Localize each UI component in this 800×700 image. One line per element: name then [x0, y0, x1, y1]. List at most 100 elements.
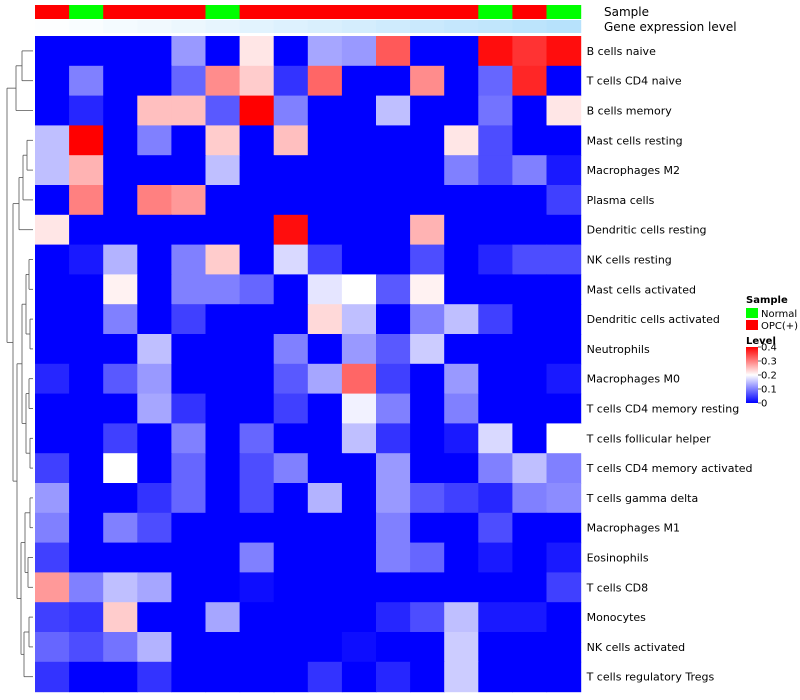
- row-label: Mast cells activated: [587, 283, 696, 296]
- heatmap-cell: [137, 393, 172, 424]
- heatmap-cell: [341, 483, 377, 514]
- heatmap-cell: [103, 155, 138, 186]
- heatmap-cell: [69, 572, 104, 603]
- legend-level-ticks: 0.4 0.3 0.2 0.1 0: [758, 343, 777, 410]
- heatmap-cell: [307, 244, 343, 275]
- heatmap-cell: [546, 65, 582, 97]
- heatmap-cell: [546, 453, 582, 484]
- heatmap-cell: [341, 334, 377, 365]
- heatmap-cell: [546, 572, 582, 603]
- heatmap-cell: [239, 95, 275, 126]
- heatmap-cell: [478, 393, 513, 424]
- heatmap-cell: [410, 304, 445, 335]
- heatmap-cell: [376, 661, 411, 693]
- heatmap-cell: [205, 602, 241, 633]
- heatmap-cell: [171, 274, 207, 305]
- gene-expression-annotation-cell: [103, 20, 138, 33]
- heatmap-cell: [205, 214, 241, 246]
- heatmap-cell: [69, 483, 104, 514]
- heatmap-cell: [341, 274, 377, 305]
- heatmap-cell: [69, 542, 104, 573]
- heatmap-cell: [341, 393, 377, 424]
- legend-normal-label: Normal: [761, 309, 797, 320]
- heatmap-cell: [273, 274, 309, 305]
- heatmap-cell: [307, 65, 343, 97]
- heatmap-cell: [69, 65, 104, 97]
- heatmap-cell: [239, 274, 275, 305]
- heatmap-cell: [103, 602, 138, 633]
- heatmap-cell: [444, 572, 479, 603]
- heatmap-cell: [341, 155, 377, 186]
- heatmap-cell: [307, 393, 343, 424]
- heatmap-cell: [239, 453, 275, 484]
- heatmap-cell: [35, 95, 70, 126]
- heatmap-cell: [171, 95, 207, 126]
- heatmap-cell: [512, 632, 548, 663]
- heatmap-cell: [35, 125, 70, 156]
- heatmap-cell: [171, 632, 207, 663]
- heatmap-cell: [307, 185, 343, 216]
- gene-expression-annotation-cell: [69, 20, 104, 33]
- heatmap-cell: [239, 65, 275, 97]
- heatmap-cell: [35, 185, 70, 216]
- heatmap-cell: [171, 453, 207, 484]
- heatmap-cell: [376, 542, 411, 573]
- heatmap-cell: [410, 155, 445, 186]
- heatmap-cell: [273, 483, 309, 514]
- heatmap-cell: [171, 244, 207, 275]
- heatmap-cell: [171, 512, 207, 544]
- heatmap-cell: [444, 334, 479, 365]
- heatmap-cell: [103, 363, 138, 395]
- heatmap-cell: [410, 334, 445, 365]
- row-label: Macrophages M0: [587, 373, 680, 386]
- heatmap-cell: [410, 65, 445, 97]
- heatmap-cell: [103, 453, 138, 484]
- heatmap-cell: [512, 95, 548, 126]
- heatmap-cell: [341, 363, 377, 395]
- heatmap-cell: [171, 304, 207, 335]
- heatmap-cell: [307, 155, 343, 186]
- heatmap-cell: [69, 95, 104, 126]
- row-label: NK cells resting: [587, 254, 672, 267]
- legend-level-tick-label: 0.1: [761, 385, 777, 396]
- gene-expression-annotation-cell: [376, 20, 411, 33]
- row-label: T cells CD8: [586, 581, 649, 594]
- heatmap-cell: [376, 512, 411, 544]
- heatmap-cell: [410, 661, 445, 693]
- heatmap-cell: [205, 274, 241, 305]
- heatmap-cell: [205, 334, 241, 365]
- heatmap-cell: [103, 632, 138, 663]
- heatmap-cell: [69, 304, 104, 335]
- sample-annotation-cell: [512, 5, 548, 19]
- heatmap-cell: [546, 155, 582, 186]
- sample-annotation-label: Sample: [604, 5, 649, 19]
- heatmap-cell: [273, 185, 309, 216]
- sample-annotation-cell: [410, 5, 445, 19]
- heatmap-cell: [410, 274, 445, 305]
- heatmap-cell: [410, 453, 445, 484]
- legend: Sample Normal OPC(+) Level 0.4 0.3 0.2 0.1 0: [746, 295, 798, 410]
- heatmap-cell: [546, 125, 582, 156]
- heatmap-cell: [69, 632, 104, 663]
- heatmap-cell: [444, 65, 479, 97]
- heatmap-cell: [546, 185, 582, 216]
- heatmap-cell: [69, 602, 104, 633]
- heatmap-cell: [341, 125, 377, 156]
- heatmap-cell: [239, 512, 275, 544]
- heatmap-cell: [512, 453, 548, 484]
- heatmap-cells: [35, 36, 582, 693]
- row-label: B cells naive: [587, 45, 656, 58]
- heatmap-cell: [137, 572, 172, 603]
- heatmap-cell: [307, 95, 343, 126]
- heatmap-cell: [478, 483, 513, 514]
- heatmap-cell: [478, 65, 513, 97]
- heatmap-cell: [239, 304, 275, 335]
- heatmap-cell: [103, 542, 138, 573]
- legend-opc-label: OPC(+): [761, 321, 798, 332]
- heatmap-cell: [341, 214, 377, 246]
- heatmap-cell: [273, 542, 309, 573]
- heatmap-cell: [410, 542, 445, 573]
- heatmap-cell: [341, 632, 377, 663]
- heatmap-cell: [137, 453, 172, 484]
- heatmap-cell: [69, 185, 104, 216]
